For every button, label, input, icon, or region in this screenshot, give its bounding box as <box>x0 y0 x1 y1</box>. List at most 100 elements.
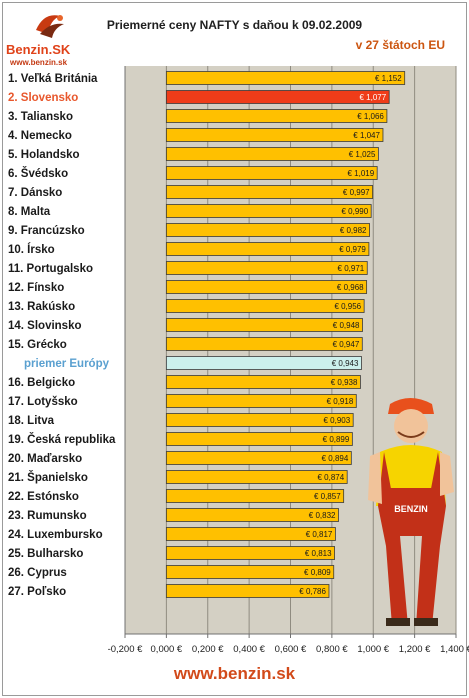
category-label: 12. Fínsko <box>8 282 64 294</box>
category-label: 7. Dánsko <box>8 187 62 199</box>
data-label: € 0,990 <box>341 207 368 216</box>
category-label: 1. Veľká Británia <box>8 73 98 85</box>
data-label: € 0,968 <box>337 283 364 292</box>
logo-url: www.benzin.sk <box>10 58 68 67</box>
category-label: 6. Švédsko <box>8 167 68 180</box>
bar <box>165 470 348 484</box>
category-label: 8. Malta <box>8 206 51 218</box>
bar <box>165 546 335 560</box>
x-tick-label: 1,000 € <box>357 644 389 655</box>
x-tick-label: 0,600 € <box>275 644 307 655</box>
category-label: 19. Česká republika <box>8 433 116 446</box>
bar <box>165 489 345 503</box>
bar <box>165 527 336 541</box>
data-label: € 0,982 <box>340 226 367 235</box>
data-label: € 0,817 <box>306 530 333 539</box>
bar <box>165 204 372 218</box>
data-label: € 1,025 <box>349 150 376 159</box>
data-label: € 0,979 <box>339 245 366 254</box>
category-label: 23. Rumunsko <box>8 510 87 522</box>
bar <box>165 394 357 408</box>
category-label: 21. Španielsko <box>8 471 88 484</box>
bar <box>165 185 374 199</box>
category-label: priemer Európy <box>24 358 110 370</box>
data-label: € 0,857 <box>314 492 341 501</box>
category-label: 17. Lotyšsko <box>8 396 78 408</box>
data-label: € 1,019 <box>347 169 374 178</box>
category-label: 5. Holandsko <box>8 149 80 161</box>
bar <box>165 413 354 427</box>
x-tick-label: 1,200 € <box>399 644 431 655</box>
bar <box>165 375 361 389</box>
category-label: 22. Estónsko <box>8 491 79 503</box>
bar <box>165 223 370 237</box>
bar <box>165 337 363 351</box>
logo-emblem-icon <box>36 15 64 38</box>
category-label: 20. Maďarsko <box>8 453 82 465</box>
bar <box>165 261 368 275</box>
bar <box>165 109 388 123</box>
data-label: € 0,899 <box>323 435 350 444</box>
data-label: € 1,152 <box>375 74 402 83</box>
benzin-logo: Benzin.SK www.benzin.sk <box>6 10 86 68</box>
data-label: € 0,943 <box>332 359 359 368</box>
x-tick-label: 0,000 € <box>151 644 183 655</box>
category-label: 13. Rakúsko <box>8 301 75 313</box>
bar <box>165 71 406 85</box>
bar <box>165 242 370 256</box>
data-label: € 0,786 <box>299 587 326 596</box>
data-label: € 0,874 <box>317 473 344 482</box>
bar <box>165 584 330 598</box>
x-tick-label: 0,800 € <box>316 644 348 655</box>
data-label: € 0,971 <box>338 264 365 273</box>
logo-wordmark: Benzin.SK <box>6 42 71 57</box>
data-label: € 0,947 <box>333 340 360 349</box>
x-tick-label: -0,200 € <box>108 644 144 655</box>
mascot-figure: BENZIN <box>368 398 454 626</box>
category-label: 14. Slovinsko <box>8 320 82 332</box>
category-label: 11. Portugalsko <box>8 263 93 275</box>
bar <box>165 299 365 313</box>
bar <box>165 356 362 370</box>
data-label: € 0,903 <box>323 416 350 425</box>
category-label: 15. Grécko <box>8 339 67 351</box>
data-label: € 0,809 <box>304 568 331 577</box>
bar <box>165 128 384 142</box>
data-label: € 0,938 <box>331 378 358 387</box>
bar <box>165 432 353 446</box>
category-label: 18. Litva <box>8 415 55 427</box>
data-label: € 0,813 <box>305 549 332 558</box>
svg-text:BENZIN: BENZIN <box>394 504 428 514</box>
data-label: € 0,956 <box>334 302 361 311</box>
data-label: € 0,918 <box>327 397 354 406</box>
data-label: € 1,047 <box>353 131 380 140</box>
category-label: 3. Taliansko <box>8 111 73 123</box>
x-tick-label: 0,200 € <box>192 644 224 655</box>
category-label: 9. Francúzsko <box>8 225 85 237</box>
data-label: € 0,948 <box>333 321 360 330</box>
bar <box>165 280 368 294</box>
category-label: 16. Belgicko <box>8 377 75 389</box>
bar <box>165 451 352 465</box>
category-label: 4. Nemecko <box>8 130 72 142</box>
category-label: 10. Írsko <box>8 243 55 256</box>
bar <box>165 166 378 180</box>
data-label: € 0,894 <box>322 454 349 463</box>
bar <box>165 318 363 332</box>
category-label: 24. Luxembursko <box>8 529 103 541</box>
bar <box>165 90 390 104</box>
data-label: € 0,997 <box>343 188 370 197</box>
x-tick-label: 0,400 € <box>233 644 265 655</box>
data-label: € 1,066 <box>357 112 384 121</box>
data-label: € 1,077 <box>359 93 386 102</box>
bar <box>165 565 335 579</box>
footer-url: www.benzin.sk <box>173 664 296 683</box>
category-label: 26. Cyprus <box>8 567 67 579</box>
category-label: 25. Bulharsko <box>8 548 83 560</box>
chart-subtitle: v 27 štátoch EU <box>355 38 445 52</box>
category-label: 27. Poľsko <box>8 586 66 598</box>
x-tick-label: 1,400 € <box>440 644 469 655</box>
bar <box>165 147 379 161</box>
bar <box>165 508 339 522</box>
